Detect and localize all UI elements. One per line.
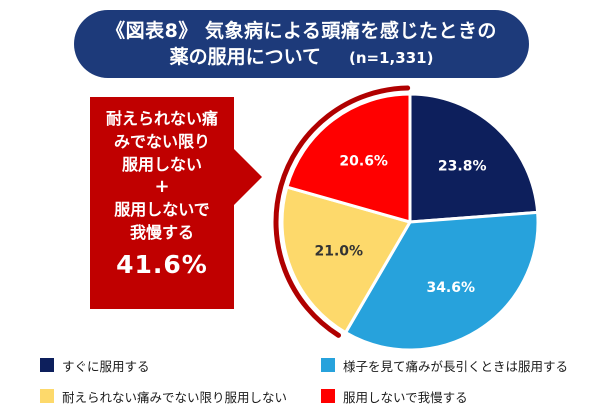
legend-item-avoid-unless-unbearable: 耐えられない痛みでない限り服用しない [40, 387, 287, 405]
legend-item-endure-without-medicine: 服用しないで我慢する [321, 387, 468, 405]
sample-size-label: (n=1,331) [349, 49, 434, 67]
pie-slice-1 [408, 92, 540, 224]
callout-percent: 41.6% [116, 250, 208, 279]
chart-title-line1: 《図表8》 気象病による頭痛を感じたときの [106, 20, 497, 42]
legend-swatch [321, 358, 335, 372]
callout-plus: + [154, 176, 170, 197]
legend-label: 様子を見て痛みが長引くときは服用する [343, 358, 569, 374]
pie-slice-2 [344, 210, 540, 352]
pie-slice-label-3: 21.0% [314, 244, 363, 260]
legend-label: 耐えられない痛みでない限り服用しない [62, 389, 288, 405]
callout-line-3: 服用しない [121, 155, 202, 174]
legend-swatch [40, 358, 54, 372]
pie-slice-label-2: 34.6% [426, 280, 475, 296]
pie-slice-3 [280, 185, 412, 335]
callout-line-4: 服用しないで [114, 200, 210, 219]
chart-title-line2: 薬の服用について (n=1,331) [74, 44, 529, 71]
callout-line-1: 耐えられない痛 [105, 109, 218, 128]
legend-label: すぐに服用する [62, 358, 150, 374]
callout-box: 耐えられない痛 みでない限り 服用しない + 服用しないで 我慢する 41.6% [90, 97, 262, 309]
legend-swatch [40, 389, 54, 403]
pie-slice-label-4: 20.6% [339, 154, 388, 170]
pie-slice-4 [285, 92, 412, 224]
legend-item-take-if-prolonged: 様子を見て痛みが長引くときは服用する [321, 356, 568, 374]
legend-swatch [321, 389, 335, 403]
legend-item-take-immediately: すぐに服用する [40, 356, 150, 374]
legend-label: 服用しないで我慢する [343, 389, 468, 405]
callout-line-5: 我慢する [129, 223, 194, 242]
pie-slice-label-1: 23.8% [438, 159, 487, 175]
callout-line-2: みでない限り [113, 132, 210, 151]
highlight-arc [273, 85, 411, 338]
chart-title-line2-text: 薬の服用について [169, 46, 322, 68]
chart-title-banner: 《図表8》 気象病による頭痛を感じたときの 薬の服用について (n=1,331) [74, 10, 529, 78]
